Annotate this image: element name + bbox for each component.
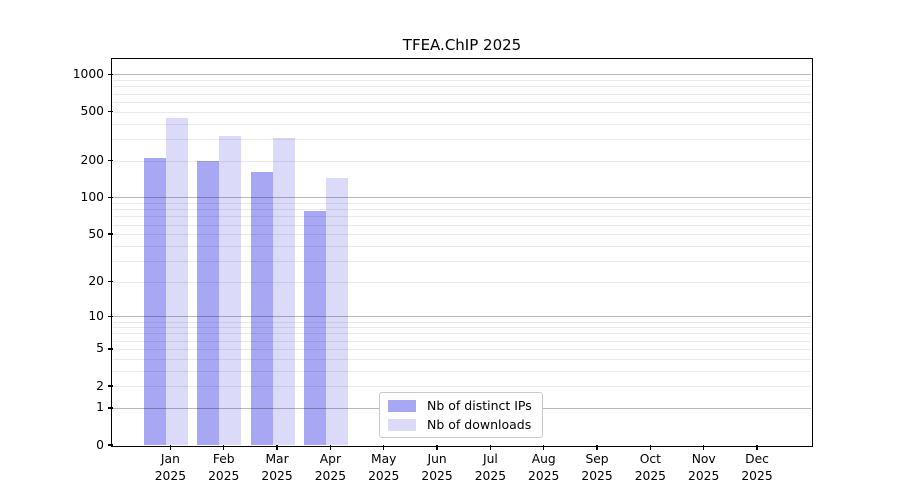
x-tick-label: Aug 2025	[528, 452, 560, 483]
gridline-minor	[113, 333, 811, 335]
x-tick-mark	[649, 445, 652, 450]
bar-apr-downloads	[325, 177, 348, 445]
y-tick-mark	[108, 315, 113, 318]
y-tick-label: 200	[80, 153, 104, 168]
x-tick-mark	[276, 445, 278, 450]
gridline-minor	[113, 358, 811, 360]
y-tick-mark	[108, 159, 113, 162]
x-tick-label: Apr 2025	[314, 452, 347, 483]
x-tick-label: Nov 2025	[688, 452, 720, 483]
gridline-minor	[113, 370, 811, 372]
x-tick-label: Dec 2025	[741, 452, 773, 483]
x-tick-mark	[596, 445, 598, 450]
y-tick-label: 20	[88, 274, 104, 289]
y-tick-mark	[108, 444, 113, 446]
y-tick-mark	[108, 407, 113, 409]
plot-area	[111, 58, 813, 447]
legend-item: Nb of distinct IPs	[388, 398, 532, 413]
y-tick-mark	[108, 348, 113, 350]
y-tick-mark	[108, 233, 113, 235]
x-tick-label: Oct 2025	[634, 452, 666, 483]
y-tick-label: 500	[80, 104, 104, 119]
y-tick-mark	[108, 385, 113, 387]
gridline-minor	[113, 209, 811, 211]
y-tick-label: 1000	[72, 66, 104, 81]
gridline-minor	[113, 101, 811, 103]
gridline-minor	[113, 327, 811, 329]
gridline-minor	[113, 260, 811, 262]
y-tick-label: 0	[96, 437, 104, 452]
gridline-minor	[113, 234, 811, 236]
legend-label: Nb of downloads	[427, 417, 532, 432]
gridline-minor	[113, 245, 811, 247]
gridline-minor	[113, 348, 811, 350]
x-tick-label: Jun 2025	[421, 452, 453, 483]
bar-mar-downloads	[272, 138, 295, 445]
y-tick-label: 1	[96, 400, 104, 415]
y-tick-label: 5	[96, 341, 104, 356]
gridline-major	[113, 197, 811, 199]
gridline-minor	[113, 281, 811, 283]
gridline-minor	[113, 340, 811, 342]
gridline-minor	[113, 138, 811, 140]
gridline-minor	[113, 86, 811, 88]
y-tick-label: 10	[88, 308, 104, 323]
legend-swatch-icon	[388, 418, 416, 431]
bar-mar-distinct-ips	[250, 172, 273, 445]
x-tick-mark	[383, 445, 385, 450]
gridline-minor	[113, 93, 811, 95]
x-tick-mark	[223, 445, 225, 450]
gridline-minor	[113, 203, 811, 205]
y-tick-mark	[108, 73, 113, 76]
gridline-minor	[113, 160, 811, 162]
x-tick-label: Jul 2025	[474, 452, 507, 483]
bar-jan-downloads	[165, 118, 188, 445]
x-tick-label: Jan 2025	[154, 452, 187, 483]
x-tick-mark	[703, 445, 705, 450]
gridline-major	[113, 316, 811, 318]
bar-feb-distinct-ips	[197, 161, 220, 445]
y-tick-mark	[108, 110, 113, 113]
x-tick-mark	[543, 445, 545, 450]
y-tick-label: 50	[88, 226, 104, 241]
gridline-minor	[113, 216, 811, 218]
gridline-minor	[113, 321, 811, 323]
gridline-minor	[113, 80, 811, 82]
gridline-minor	[113, 123, 811, 125]
legend-label: Nb of distinct IPs	[427, 398, 532, 413]
y-tick-label: 2	[96, 378, 104, 393]
y-tick-mark	[108, 281, 113, 283]
y-tick-mark	[108, 196, 113, 199]
y-tick-label: 100	[80, 189, 104, 204]
gridline-minor	[113, 386, 811, 388]
x-tick-label: Sep 2025	[581, 452, 613, 483]
bar-feb-downloads	[219, 136, 242, 445]
bar-apr-distinct-ips	[303, 210, 326, 445]
x-tick-mark	[489, 445, 492, 450]
x-tick-label: Mar 2025	[261, 452, 293, 483]
x-tick-mark	[436, 445, 438, 450]
chart-title: TFEA.ChIP 2025	[402, 36, 522, 54]
x-tick-label: Feb 2025	[208, 452, 240, 483]
x-tick-label: May 2025	[368, 452, 400, 483]
gridline-minor	[113, 224, 811, 226]
bar-jan-distinct-ips	[143, 157, 166, 445]
legend-swatch-icon	[388, 399, 416, 412]
gridline-minor	[113, 111, 811, 113]
legend: Nb of distinct IPs Nb of downloads	[379, 392, 543, 438]
x-tick-mark	[756, 445, 758, 450]
x-tick-mark	[169, 445, 172, 450]
gridline-major	[113, 74, 811, 76]
legend-item: Nb of downloads	[388, 417, 532, 432]
x-tick-mark	[329, 445, 332, 450]
